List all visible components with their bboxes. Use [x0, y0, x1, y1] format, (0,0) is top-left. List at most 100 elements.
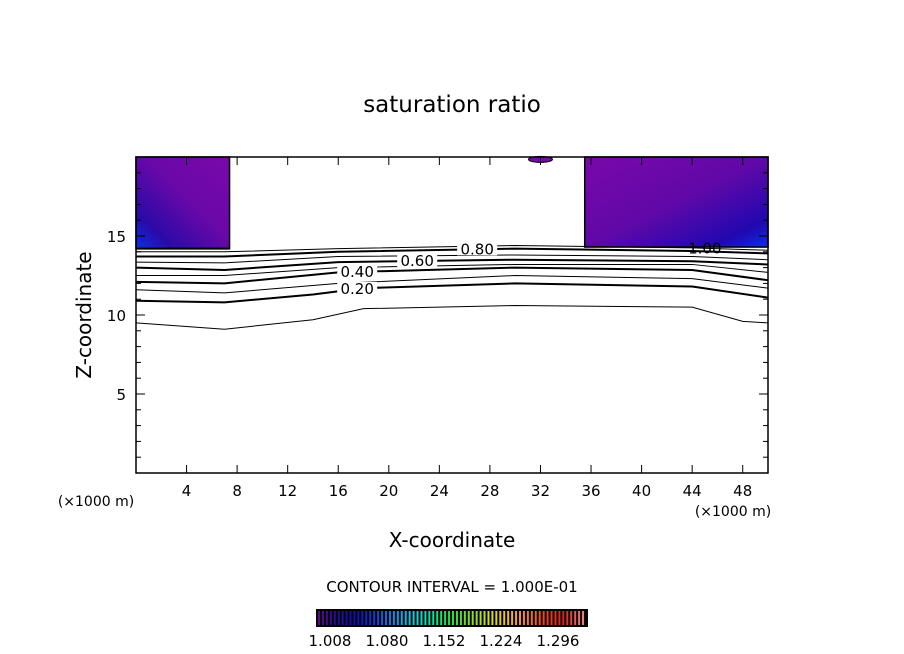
colorbar-swatch: [495, 611, 498, 625]
shaded-region-right-supersaturated: [583, 156, 769, 248]
colorbar-swatch: [491, 611, 494, 625]
contour-label: 0.20: [340, 280, 373, 298]
colorbar-swatch: [503, 611, 506, 625]
colorbar-swatch: [483, 611, 486, 625]
colorbar-swatch: [424, 611, 427, 625]
x-unit-right: (×1000 m): [695, 504, 771, 520]
colorbar-swatch: [582, 611, 585, 625]
colorbar-swatch: [554, 611, 557, 625]
colorbar-swatch: [388, 611, 391, 625]
x-tick-label: 48: [733, 482, 752, 500]
contour-line-0.8: [136, 247, 769, 258]
x-tick-label: 44: [683, 482, 702, 500]
colorbar-swatch: [392, 611, 395, 625]
colorbar-swatch: [574, 611, 577, 625]
colorbar-tick-label: 1.080: [366, 632, 409, 650]
contour-label-bg: [337, 264, 378, 278]
shaded-region-left-supersaturated: [135, 156, 231, 250]
x-tick-label: 8: [232, 482, 242, 500]
colorbar-swatch: [318, 611, 320, 625]
contour-label: 0.40: [340, 263, 373, 281]
contour-label-bg: [457, 242, 498, 256]
colorbar-swatch: [542, 611, 545, 625]
contour-line-0.1: [135, 305, 769, 330]
contour-line-0.3: [135, 274, 769, 294]
colorbar-swatch: [570, 611, 573, 625]
colorbar-swatch: [479, 611, 482, 625]
colorbar-swatch: [507, 611, 510, 625]
colorbar-swatch: [467, 611, 470, 625]
colorbar-swatch: [333, 611, 336, 625]
chart-title: saturation ratio: [363, 92, 541, 118]
colorbar: 1.008 1.080 1.152 1.224 1.296: [309, 609, 588, 650]
colorbar-swatch: [436, 611, 439, 625]
colorbar-swatch: [452, 611, 454, 625]
colorbar-swatch: [325, 611, 328, 625]
colorbar-swatch: [475, 611, 478, 625]
colorbar-swatch: [550, 611, 553, 625]
colorbar-tick-label: 1.152: [423, 632, 466, 650]
x-tick-label: 36: [581, 482, 600, 500]
x-axis-label: X-coordinate: [389, 528, 516, 552]
colorbar-swatch: [546, 611, 549, 625]
colorbar-swatch: [459, 611, 462, 625]
x-tick-label: 16: [329, 482, 348, 500]
colorbar-swatch: [412, 611, 415, 625]
x-unit-left: (×1000 m): [58, 494, 134, 510]
colorbar-swatch: [349, 611, 352, 625]
colorbar-swatch: [373, 611, 376, 625]
colorbar-swatch: [499, 611, 502, 625]
colorbar-swatch: [420, 611, 423, 625]
contour-line-0.9: [136, 244, 769, 253]
colorbar-swatch: [404, 611, 407, 625]
x-tick-label: 24: [430, 482, 449, 500]
x-tick-label: 28: [480, 482, 499, 500]
colorbar-swatch: [558, 611, 561, 625]
x-tick-label: 4: [182, 482, 192, 500]
colorbar-swatch: [515, 611, 518, 625]
colorbar-swatch: [538, 611, 541, 625]
colorbar-tick-label: 1.008: [309, 632, 352, 650]
colorbar-swatch: [377, 611, 380, 625]
colorbar-swatch: [369, 611, 372, 625]
colorbar-swatch: [321, 611, 324, 625]
x-tick-label: 32: [531, 482, 550, 500]
colorbar-swatch: [428, 611, 431, 625]
y-tick-label: 10: [107, 307, 126, 325]
x-tick-label: 20: [379, 482, 398, 500]
colorbar-swatch: [353, 611, 356, 625]
colorbar-swatch: [522, 611, 525, 625]
contour-line-0.2: [135, 282, 769, 304]
colorbar-swatch: [463, 611, 466, 625]
colorbar-swatch: [396, 611, 399, 625]
colorbar-swatch: [381, 611, 384, 625]
colorbar-swatch: [416, 611, 419, 625]
colorbar-swatch: [357, 611, 360, 625]
x-tick-label: 12: [278, 482, 297, 500]
contour-interval-label: CONTOUR INTERVAL = 1.000E-01: [326, 578, 577, 596]
colorbar-swatch: [511, 611, 514, 625]
colorbar-swatch: [400, 611, 403, 625]
colorbar-swatch: [562, 611, 565, 625]
colorbar-swatch: [526, 611, 529, 625]
y-axis-label: Z-coordinate: [72, 251, 96, 378]
y-tick-label: 5: [116, 386, 126, 404]
y-tick-label: 15: [107, 228, 126, 246]
colorbar-swatch: [455, 611, 458, 625]
contour-label: 0.60: [400, 252, 433, 270]
colorbar-swatch: [329, 611, 332, 625]
colorbar-swatch: [365, 611, 368, 625]
colorbar-swatch: [408, 611, 411, 625]
contour-label: 1.00: [688, 240, 721, 258]
colorbar-swatch: [385, 611, 387, 625]
colorbar-tick-label: 1.296: [537, 632, 580, 650]
colorbar-swatch: [440, 611, 443, 625]
colorbar-swatch: [534, 611, 537, 625]
colorbar-swatch: [471, 611, 474, 625]
colorbar-tick-label: 1.224: [480, 632, 523, 650]
x-tick-label: 40: [632, 482, 651, 500]
colorbar-swatch: [519, 611, 521, 625]
colorbar-swatch: [361, 611, 364, 625]
colorbar-swatch: [530, 611, 533, 625]
